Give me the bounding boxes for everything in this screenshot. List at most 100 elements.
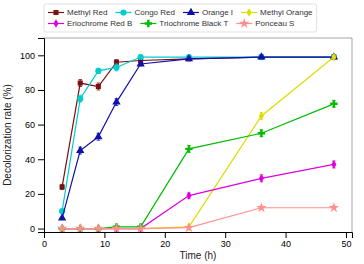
- legend-item: Methyl Red: [48, 8, 107, 17]
- data-point: [94, 132, 102, 139]
- x-tick: 50: [341, 232, 351, 249]
- legend-label: Orange I: [202, 8, 233, 17]
- y-tick-mark: [38, 55, 44, 56]
- series: [60, 55, 337, 190]
- series-line: [62, 57, 334, 211]
- legend-item: Triochrome Black T: [140, 19, 228, 28]
- y-tick: 20: [25, 189, 44, 199]
- y-tick-label: 60: [25, 120, 35, 130]
- x-tick: 10: [100, 232, 110, 249]
- legend-marker: [145, 20, 152, 27]
- legend: Methyl Red Congo Red Orange I Methyl Orange…: [44, 4, 317, 32]
- legend-marker: [120, 9, 126, 15]
- x-tick-label: 10: [100, 239, 110, 249]
- data-point: [96, 84, 101, 89]
- x-axis: 0 10 20 30 40 50: [42, 232, 353, 249]
- legend-label: Ponceau S: [255, 19, 294, 28]
- y-tick-label: 100: [20, 51, 35, 61]
- y-tick: 80: [25, 85, 44, 95]
- y-tick-label: 80: [25, 85, 35, 95]
- data-point: [185, 54, 193, 61]
- data-point: [256, 202, 266, 212]
- data-point: [185, 145, 192, 152]
- legend-item: Eriochrome Red B: [48, 19, 132, 28]
- y-tick-label: 40: [25, 155, 35, 165]
- legend-item: Congo Red: [115, 8, 174, 17]
- y-axis-line: [38, 39, 45, 233]
- data-point: [330, 100, 337, 107]
- y-tick-label: 20: [25, 189, 35, 199]
- x-tick-label: 20: [160, 239, 170, 249]
- error-bar: [97, 83, 101, 90]
- x-tick-mark: [286, 232, 287, 238]
- series-line: [62, 164, 334, 228]
- y-axis: 0 20 40 60 80 100: [20, 39, 45, 234]
- y-tick-mark: [38, 159, 44, 160]
- series: [60, 160, 337, 232]
- chart-container: Methyl Red Congo Red Orange I Methyl Orange…: [0, 0, 364, 264]
- x-tick: 30: [221, 232, 231, 249]
- plot-area: 0 10 20 30 40 50 0 20 40 60 80 100: [20, 38, 353, 249]
- y-tick-mark: [38, 90, 44, 91]
- legend-label: Methyl Orange: [260, 8, 313, 17]
- data-point: [186, 191, 191, 200]
- error-bar: [60, 184, 64, 189]
- y-axis-title: Decolorization rate (%): [2, 84, 13, 186]
- legend-marker: [239, 18, 249, 28]
- y-tick: 100: [20, 51, 44, 61]
- legend-frame: [44, 4, 317, 32]
- plot-frame-right: [352, 38, 353, 232]
- series-line: [62, 57, 334, 228]
- legend-item: Orange I: [183, 8, 233, 17]
- legend-marker: [187, 8, 195, 15]
- series: [59, 54, 337, 214]
- data-point: [184, 222, 194, 232]
- data-point: [60, 184, 65, 189]
- error-bar: [332, 161, 336, 168]
- series: [60, 53, 337, 232]
- series: [58, 52, 338, 220]
- series-line: [62, 208, 334, 229]
- x-tick-mark: [225, 232, 226, 238]
- legend-marker: [53, 19, 58, 28]
- x-tick-mark: [104, 232, 105, 238]
- y-tick: 0: [30, 224, 44, 234]
- error-bar: [78, 80, 82, 87]
- x-tick-label: 40: [281, 239, 291, 249]
- data-point: [111, 223, 121, 232]
- series: [58, 100, 337, 232]
- data-point: [259, 112, 264, 121]
- data-point: [329, 202, 339, 212]
- data-marks: [57, 52, 339, 232]
- x-tick-mark: [165, 232, 166, 238]
- y-tick: 40: [25, 155, 44, 165]
- y-tick-mark: [38, 125, 44, 126]
- x-tick: 40: [281, 232, 291, 249]
- plot-frame-top: [44, 38, 352, 39]
- legend-item: Ponceau S: [236, 18, 294, 28]
- x-tick-label: 0: [42, 239, 47, 249]
- data-point: [331, 53, 336, 62]
- legend-label: Triochrome Black T: [159, 19, 228, 28]
- x-tick-mark: [346, 232, 347, 238]
- x-tick: 0: [42, 232, 47, 249]
- data-point: [259, 174, 264, 183]
- x-axis-line: [45, 233, 353, 239]
- legend-item: Methyl Orange: [241, 8, 313, 17]
- legend-label: Eriochrome Red B: [67, 19, 132, 28]
- legend-marker: [53, 10, 58, 15]
- y-tick: 60: [25, 120, 44, 130]
- data-point: [257, 52, 265, 59]
- data-point: [57, 223, 67, 232]
- x-tick-label: 50: [341, 239, 351, 249]
- legend-label: Methyl Red: [67, 8, 107, 17]
- series-line: [62, 57, 334, 187]
- data-point: [95, 68, 101, 74]
- data-point: [113, 64, 119, 70]
- y-tick-mark: [38, 229, 44, 230]
- data-point: [93, 223, 103, 232]
- data-point: [75, 223, 85, 232]
- y-tick-mark: [38, 194, 44, 195]
- legend-label: Congo Red: [134, 8, 174, 17]
- data-point: [136, 59, 144, 66]
